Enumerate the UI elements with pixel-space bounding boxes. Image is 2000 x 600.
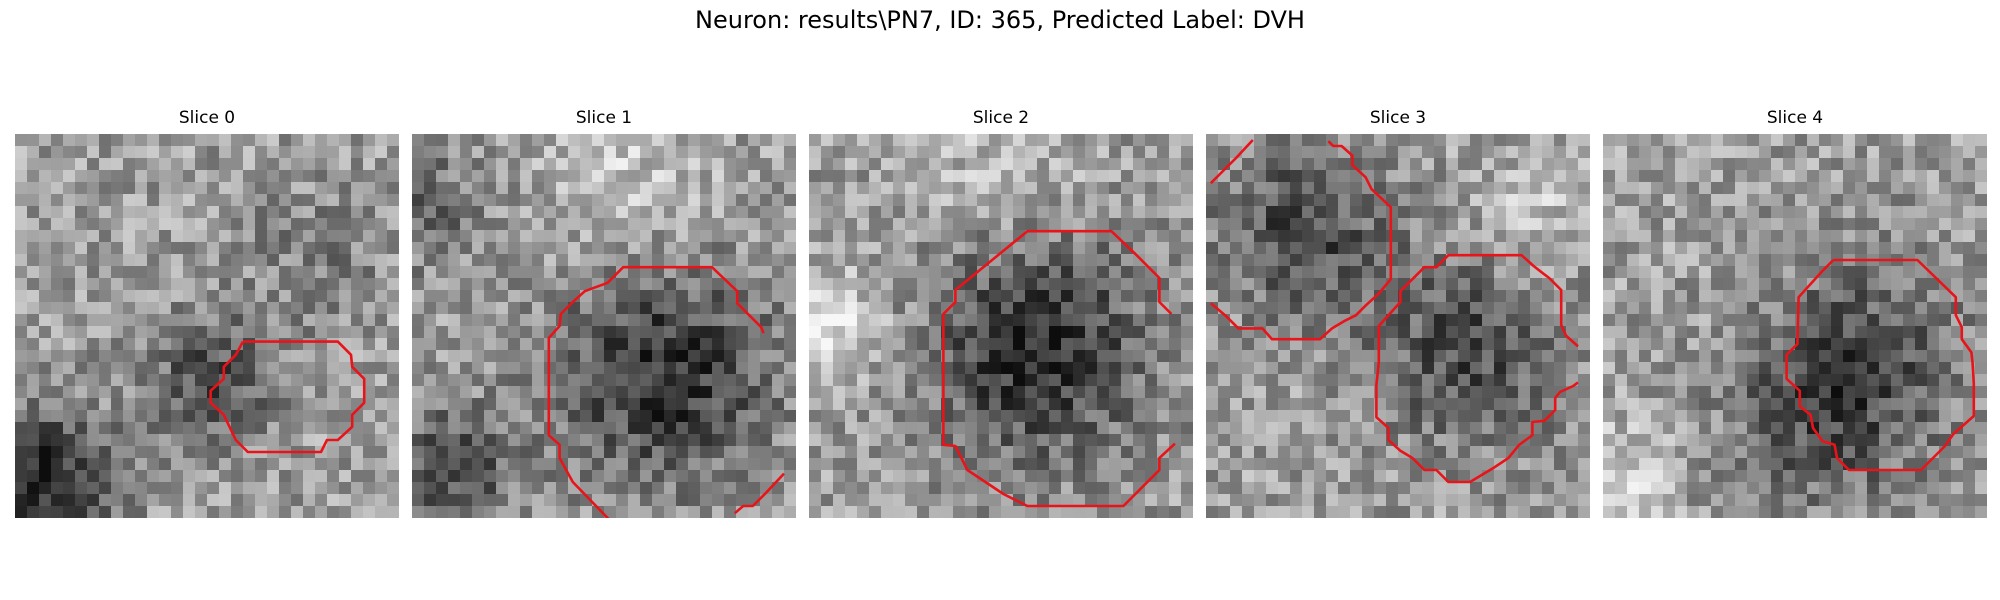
- slice-title-0: Slice 0: [178, 108, 236, 128]
- slice-image-1: [412, 134, 796, 518]
- figure-title: Neuron: results\PN7, ID: 365, Predicted …: [695, 6, 1305, 34]
- pixel-grid: [1206, 134, 1590, 518]
- neuron-contour: [209, 340, 366, 454]
- slice-image-0: [15, 134, 399, 518]
- pixel-grid: [809, 134, 1193, 518]
- slice-image-3: [1206, 134, 1590, 518]
- neuron-contour: [1209, 139, 1254, 185]
- neuron-contour: [1375, 253, 1579, 484]
- neuron-contour: [1785, 258, 1976, 472]
- pixel-grid: [15, 134, 399, 518]
- slice-title-3: Slice 3: [1369, 108, 1427, 128]
- neuron-contour: [1209, 140, 1393, 341]
- slice-title-2: Slice 2: [972, 108, 1030, 128]
- neuron-contour: [942, 229, 1176, 508]
- slice-image-2: [809, 134, 1193, 518]
- slice-title-1: Slice 1: [575, 108, 633, 128]
- slice-title-4: Slice 4: [1766, 108, 1824, 128]
- pixel-grid: [1603, 134, 1987, 518]
- neuron-contour: [547, 265, 765, 518]
- pixel-grid: [412, 134, 796, 518]
- slice-image-4: [1603, 134, 1987, 518]
- neuron-contour: [733, 472, 785, 515]
